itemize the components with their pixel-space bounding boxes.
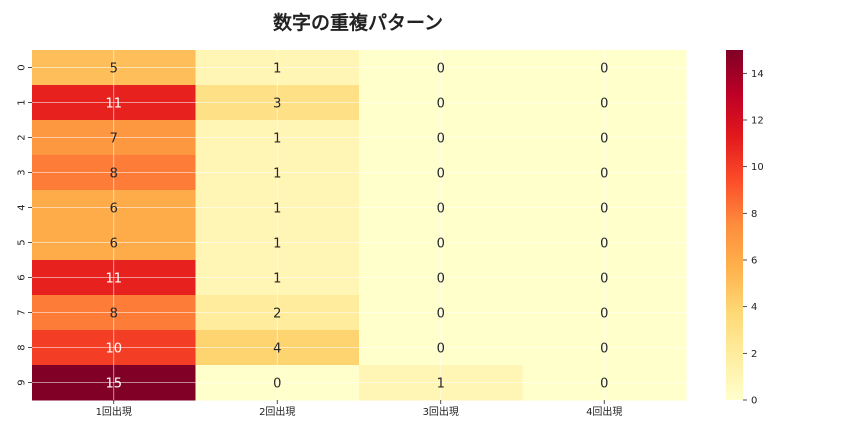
cell-value-label: 1 [273, 202, 281, 217]
cell-value-label: 5 [110, 62, 118, 77]
cell-value-label: 0 [600, 272, 608, 287]
colorbar-tick-label: 8 [751, 209, 757, 220]
cell-value-label: 1 [273, 62, 281, 77]
cell-value-label: 6 [110, 237, 118, 252]
y-axis-ticks: 0 1 2 3 4 5 6 7 8 9 [17, 64, 32, 386]
x-axis-ticks: 1回出現 2回出現 3回出現 4回出現 [96, 400, 622, 418]
cell-value-label: 0 [437, 132, 445, 147]
cell-value-label: 0 [600, 167, 608, 182]
cell-value-label: 0 [600, 97, 608, 112]
cell-value-label: 15 [105, 377, 122, 392]
cell-value-label: 0 [600, 377, 608, 392]
colorbar [726, 50, 743, 400]
cell-labels: 5 1 0 011 3 0 07 1 0 08 1 0 06 1 0 06 1 0 011 1 0 08 2 0 010 4 0 01… [105, 62, 608, 392]
cell-value-label: 10 [105, 342, 122, 357]
cell-value-label: 0 [437, 342, 445, 357]
y-tick-label: 4 [17, 204, 28, 210]
cell-value-label: 2 [273, 307, 281, 322]
cell-value-label: 6 [110, 202, 118, 217]
colorbar-tick-label: 2 [751, 349, 757, 360]
cell-value-label: 0 [600, 307, 608, 322]
cell-value-label: 0 [600, 342, 608, 357]
y-tick-label: 8 [17, 344, 28, 350]
colorbar-tick-label: 14 [751, 69, 764, 80]
colorbar-tick-label: 12 [751, 116, 764, 127]
cell-value-label: 3 [273, 97, 281, 112]
x-tick-label: 3回出現 [423, 405, 459, 418]
grid-lines [32, 50, 686, 400]
colorbar-ticks: 0 2 4 6 8 10 12 14 [743, 69, 764, 407]
cell-value-label: 1 [273, 237, 281, 252]
x-tick-label: 2回出現 [259, 405, 295, 418]
x-tick-label: 4回出現 [586, 405, 622, 418]
cell-value-label: 0 [600, 237, 608, 252]
y-tick-label: 5 [17, 239, 28, 245]
cell-value-label: 0 [600, 62, 608, 77]
y-tick-label: 2 [17, 134, 28, 140]
colorbar-tick-label: 10 [751, 162, 764, 173]
cell-value-label: 0 [437, 97, 445, 112]
y-tick-label: 9 [17, 379, 28, 385]
cell-value-label: 1 [273, 132, 281, 147]
cell-value-label: 1 [273, 272, 281, 287]
cell-value-label: 0 [437, 202, 445, 217]
y-tick-label: 0 [17, 64, 28, 70]
colorbar-tick-label: 0 [751, 396, 757, 407]
cell-value-label: 1 [273, 167, 281, 182]
cell-value-label: 0 [437, 167, 445, 182]
cell-value-label: 0 [273, 377, 281, 392]
cell-value-label: 11 [105, 272, 122, 287]
cell-value-label: 0 [437, 307, 445, 322]
cell-value-label: 4 [273, 342, 281, 357]
cell-value-label: 0 [600, 202, 608, 217]
colorbar-tick-label: 6 [751, 256, 757, 267]
x-tick-label: 1回出現 [96, 405, 132, 418]
cell-value-label: 7 [110, 132, 118, 147]
y-tick-label: 3 [17, 169, 28, 175]
y-tick-label: 1 [17, 99, 28, 105]
cell-value-label: 0 [437, 272, 445, 287]
cell-value-label: 0 [437, 237, 445, 252]
cell-value-label: 1 [437, 377, 445, 392]
cell-value-label: 8 [110, 167, 118, 182]
colorbar-tick-label: 4 [751, 302, 757, 313]
cell-value-label: 8 [110, 307, 118, 322]
cell-value-label: 0 [437, 62, 445, 77]
cell-value-label: 0 [600, 132, 608, 147]
chart-title: 数字の重複パターン [273, 11, 443, 34]
y-tick-label: 7 [17, 309, 28, 315]
cell-value-label: 11 [105, 97, 122, 112]
y-tick-label: 6 [17, 274, 28, 280]
